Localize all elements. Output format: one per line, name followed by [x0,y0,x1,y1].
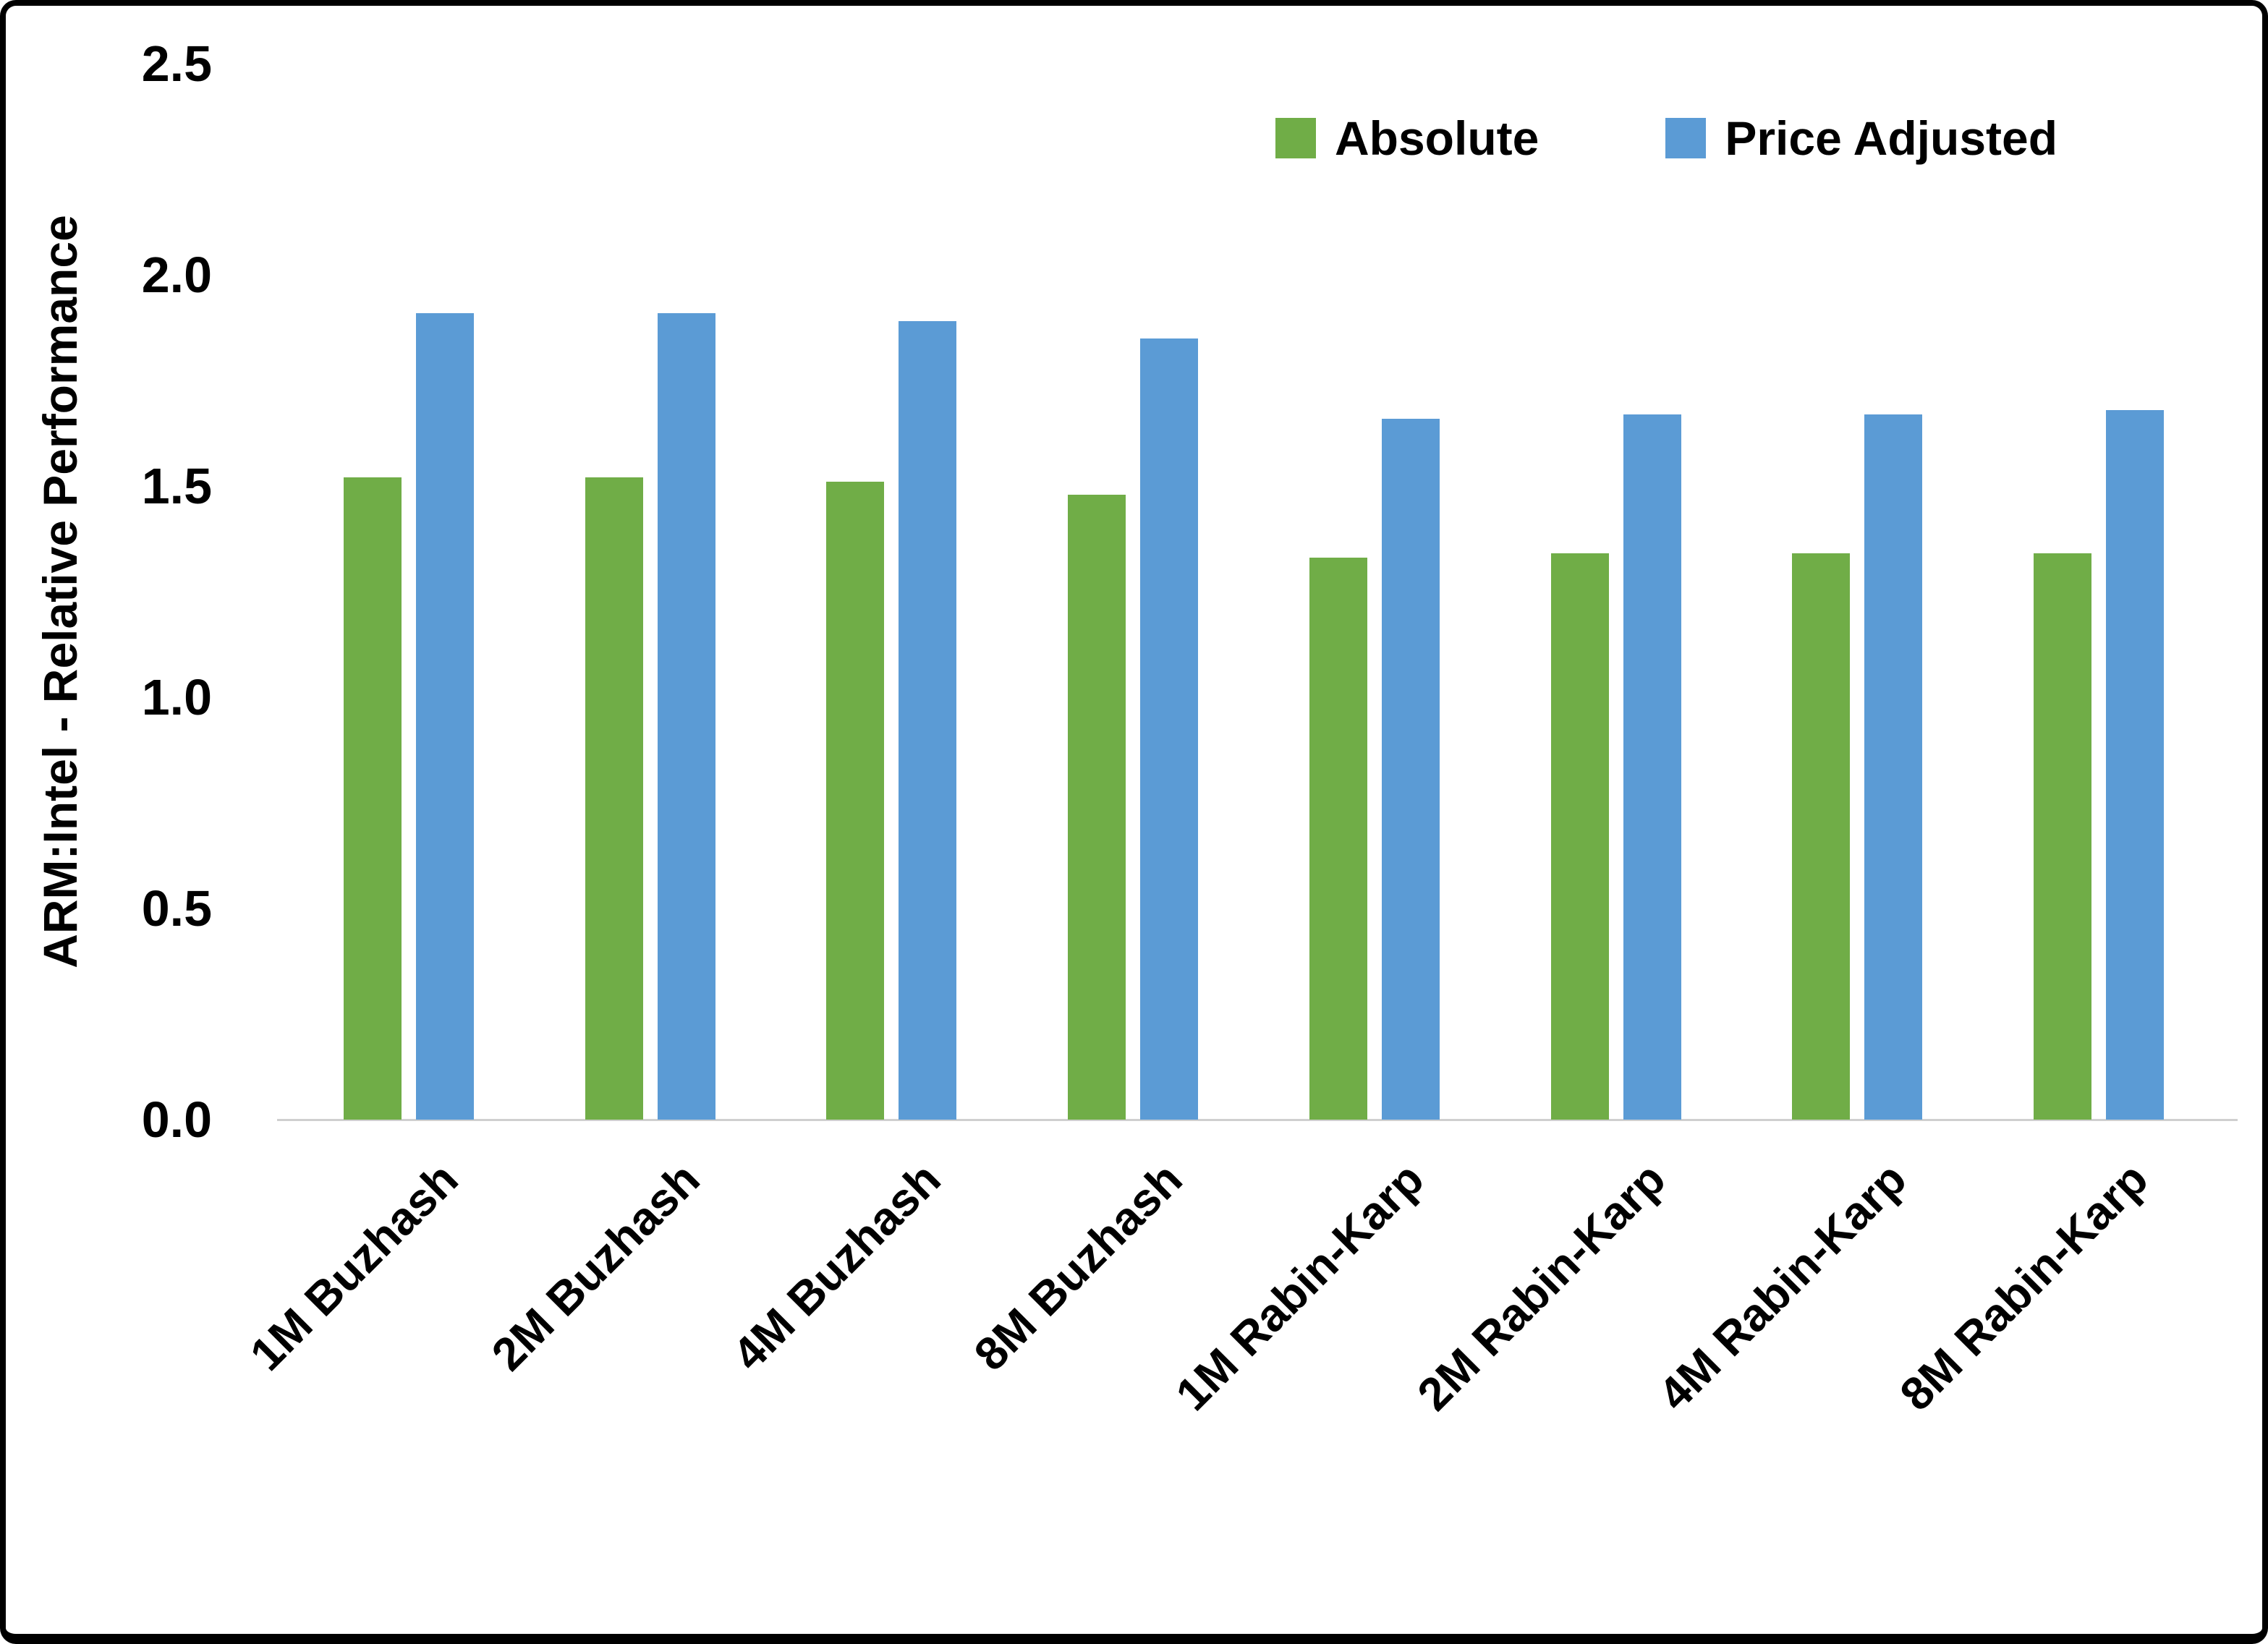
bar-group [1495,64,1737,1120]
bar-absolute [1550,553,1609,1120]
bar-group [1012,64,1254,1120]
bar-group [1978,64,2220,1120]
legend-item-absolute: Absolute [1275,111,1539,166]
legend-swatch-absolute-icon [1275,118,1316,158]
bar-absolute [343,477,402,1120]
bar-price-adjusted [2106,409,2165,1120]
bar-price-adjusted [899,321,957,1120]
bar-price-adjusted [1381,418,1440,1120]
plot-area: Absolute Price Adjusted [277,64,2238,1121]
bar-price-adjusted [415,312,474,1120]
y-tick-label: 0.0 [141,1091,212,1148]
legend-swatch-price-adjusted-icon [1665,118,1707,158]
bar-price-adjusted [1140,338,1199,1120]
bar-group [1737,64,1979,1120]
bar-absolute [826,482,885,1120]
bar-absolute [2034,553,2092,1120]
y-tick-label: 2.0 [141,247,212,303]
x-axis-labels: 1M Buzhash 2M Buzhash 4M Buzhash 8M Buzhash… [240,1120,2220,1445]
bar-price-adjusted [657,312,715,1120]
legend-label-price-adjusted: Price Adjusted [1725,111,2058,165]
legend-item-price-adjusted: Price Adjusted [1665,111,2057,166]
x-axis-line [277,1119,2238,1121]
bar-absolute [1068,494,1126,1120]
bar-price-adjusted [1864,414,1923,1120]
bar-absolute [585,477,643,1120]
y-tick-label: 0.5 [141,880,212,937]
y-tick-label: 1.5 [141,458,212,514]
y-tick-label: 1.0 [141,669,212,725]
bar-group [1254,64,1495,1120]
bar-group [771,64,1013,1120]
bar-group [288,64,530,1120]
y-axis: 0.0 0.5 1.0 1.5 2.0 2.5 [6,35,245,1148]
bar-absolute [1792,553,1851,1120]
legend-label-absolute: Absolute [1335,111,1539,165]
bar-price-adjusted [1623,414,1681,1120]
bar-absolute [1309,558,1367,1120]
bar-groups [288,64,2220,1120]
y-tick-label: 2.5 [141,35,212,92]
legend: Absolute Price Adjusted [1275,111,2057,166]
bar-group [530,64,771,1120]
